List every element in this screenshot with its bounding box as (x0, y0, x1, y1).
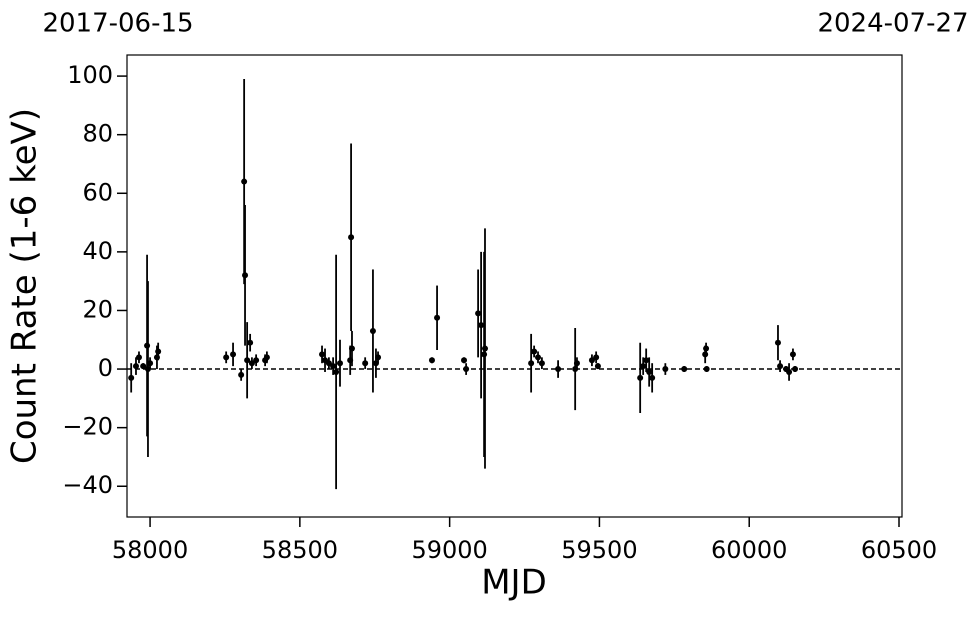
data-point (347, 357, 354, 364)
data-point (572, 366, 579, 373)
y-tick-label: 0 (98, 354, 113, 382)
data-point (481, 345, 488, 352)
data-point (593, 354, 600, 361)
plot-frame (126, 54, 903, 518)
y-tick-label: −40 (62, 471, 113, 499)
data-point (792, 366, 799, 373)
x-axis-label: MJD (481, 563, 547, 603)
data-point (789, 351, 796, 358)
data-point (703, 366, 710, 373)
y-tick-label: 60 (82, 178, 113, 206)
y-axis-label: Count Rate (1-6 keV) (5, 108, 45, 464)
x-tick-label: 59000 (411, 536, 487, 564)
data-point (132, 363, 139, 370)
data-point (348, 234, 355, 241)
y-tick-label: 20 (82, 295, 113, 323)
data-point (144, 342, 151, 349)
y-tick-label: −20 (62, 413, 113, 441)
data-point (348, 345, 355, 352)
data-point (253, 357, 260, 364)
data-point (463, 366, 470, 373)
x-tick-label: 59500 (561, 536, 637, 564)
data-point (362, 360, 369, 367)
data-point (263, 354, 270, 361)
data-point (140, 363, 147, 370)
data-point (461, 357, 468, 364)
data-point (330, 363, 337, 370)
data-point (475, 310, 482, 317)
data-point (434, 314, 441, 321)
data-point (223, 354, 230, 361)
x-tick-label: 58000 (112, 536, 188, 564)
data-point (662, 366, 669, 373)
y-tick-label: 80 (82, 120, 113, 148)
x-tick-label: 60500 (861, 536, 937, 564)
data-point (375, 354, 382, 361)
data-point (372, 360, 379, 367)
data-point (643, 357, 650, 364)
data-point (786, 368, 793, 375)
data-point (594, 363, 601, 370)
data-point (244, 357, 251, 364)
data-point (428, 357, 435, 364)
data-point (333, 368, 340, 375)
data-point (319, 351, 326, 358)
data-point (640, 363, 647, 370)
data-point (528, 360, 535, 367)
data-point (649, 374, 656, 381)
data-point (555, 366, 562, 373)
data-point (336, 360, 343, 367)
data-point (588, 357, 595, 364)
data-point (535, 354, 542, 361)
data-point (247, 339, 254, 346)
data-point (702, 351, 709, 358)
x-tick-label: 60000 (711, 536, 787, 564)
data-point (481, 351, 488, 358)
data-point (637, 374, 644, 381)
x-tick-label: 58500 (262, 536, 338, 564)
data-point (241, 178, 248, 185)
data-point (681, 366, 688, 373)
data-point (248, 360, 255, 367)
y-tick-label: 40 (82, 237, 113, 265)
data-point (531, 348, 538, 355)
data-point (144, 366, 151, 373)
data-point (128, 374, 135, 381)
data-point (646, 368, 653, 375)
data-point (478, 322, 485, 329)
data-point (325, 360, 332, 367)
data-point (230, 351, 237, 358)
data-point (147, 360, 154, 367)
data-point (774, 339, 781, 346)
data-point (369, 327, 376, 334)
date-label: 2017-06-15 (42, 9, 193, 39)
data-point (242, 272, 249, 279)
data-point (135, 354, 142, 361)
date-label: 2024-07-27 (817, 9, 968, 39)
y-tick-label: 100 (67, 61, 113, 89)
data-point (153, 354, 160, 361)
data-point (777, 363, 784, 370)
data-point (238, 371, 245, 378)
data-point (573, 360, 580, 367)
data-point (155, 348, 162, 355)
data-point (703, 345, 710, 352)
data-point (538, 360, 545, 367)
